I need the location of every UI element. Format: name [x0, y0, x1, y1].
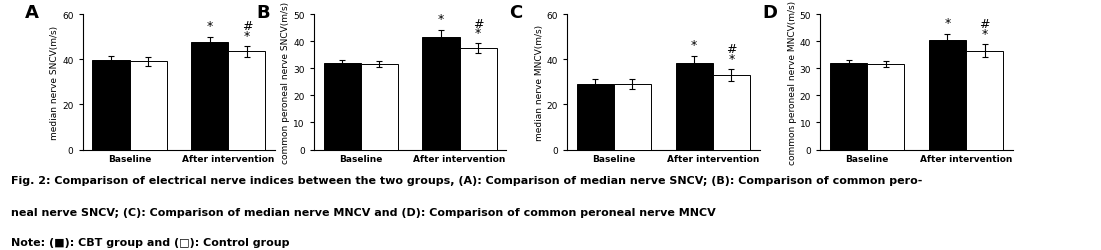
- Bar: [423, 38, 459, 150]
- Text: #: #: [726, 43, 737, 56]
- Y-axis label: median nerve SNCV(m/s): median nerve SNCV(m/s): [51, 26, 59, 139]
- Text: *: *: [691, 39, 697, 52]
- Bar: [929, 41, 966, 150]
- Bar: [324, 64, 361, 150]
- Bar: [92, 61, 130, 150]
- Bar: [676, 63, 712, 150]
- Text: *: *: [207, 20, 212, 33]
- Bar: [361, 65, 397, 150]
- Text: B: B: [255, 4, 270, 22]
- Y-axis label: median nerve MNCV(m/s): median nerve MNCV(m/s): [535, 25, 544, 140]
- Text: *: *: [981, 28, 988, 41]
- Y-axis label: common peroneal nerve MNCV(m/s): common peroneal nerve MNCV(m/s): [788, 1, 797, 164]
- Bar: [228, 52, 265, 150]
- Text: Note: (■): CBT group and (□): Control group: Note: (■): CBT group and (□): Control gr…: [11, 238, 290, 248]
- Bar: [830, 64, 868, 150]
- Y-axis label: common peroneal nerve SNCV(m/s): common peroneal nerve SNCV(m/s): [282, 2, 291, 163]
- Text: Fig. 2: Comparison of electrical nerve indices between the two groups, (A): Comp: Fig. 2: Comparison of electrical nerve i…: [11, 175, 923, 185]
- Text: #: #: [472, 18, 483, 30]
- Text: #: #: [241, 20, 252, 33]
- Text: neal nerve SNCV; (C): Comparison of median nerve MNCV and (D): Comparison of com: neal nerve SNCV; (C): Comparison of medi…: [11, 208, 716, 218]
- Bar: [966, 52, 1003, 150]
- Text: A: A: [24, 4, 39, 22]
- Bar: [192, 43, 228, 150]
- Text: *: *: [475, 27, 481, 40]
- Text: *: *: [243, 30, 250, 43]
- Text: D: D: [762, 4, 777, 22]
- Text: *: *: [438, 13, 444, 26]
- Text: C: C: [509, 4, 523, 22]
- Text: *: *: [728, 52, 734, 66]
- Bar: [614, 85, 651, 150]
- Bar: [130, 62, 166, 150]
- Bar: [868, 65, 904, 150]
- Text: #: #: [979, 18, 990, 31]
- Bar: [459, 49, 497, 150]
- Bar: [712, 76, 750, 150]
- Bar: [577, 85, 614, 150]
- Text: *: *: [945, 17, 950, 30]
